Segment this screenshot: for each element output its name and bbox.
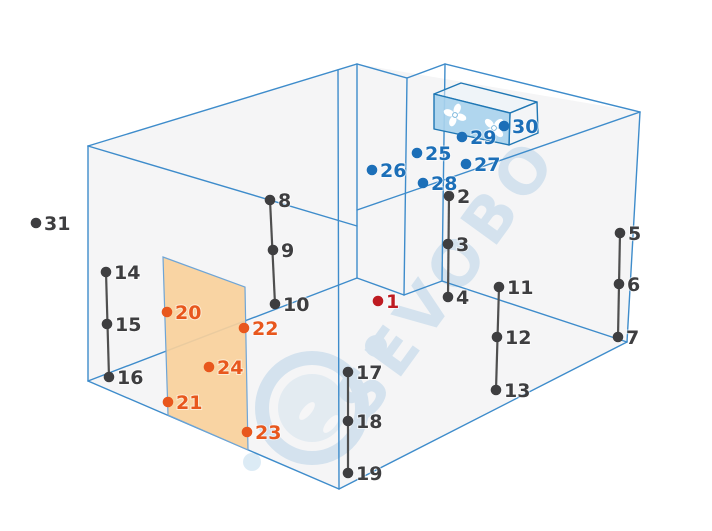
point-label-20: 20 xyxy=(175,302,201,324)
point-label-5: 5 xyxy=(628,223,641,245)
point-2 xyxy=(443,190,455,202)
point-label-22: 22 xyxy=(252,318,278,340)
point-19 xyxy=(342,467,354,479)
point-10 xyxy=(269,298,281,310)
point-1 xyxy=(372,295,384,307)
point-label-18: 18 xyxy=(356,411,382,433)
point-29 xyxy=(456,131,468,143)
point-26 xyxy=(366,164,378,176)
point-label-14: 14 xyxy=(114,262,140,284)
point-label-26: 26 xyxy=(380,160,406,182)
point-label-1: 1 xyxy=(386,291,399,313)
point-30 xyxy=(498,120,510,132)
point-9 xyxy=(267,244,279,256)
point-17 xyxy=(342,366,354,378)
watermark-robot-logo xyxy=(243,335,387,471)
ac-unit xyxy=(433,82,539,146)
point-label-25: 25 xyxy=(425,143,451,165)
point-label-28: 28 xyxy=(431,173,457,195)
point-label-19: 19 xyxy=(356,463,382,485)
point-label-9: 9 xyxy=(281,240,294,262)
point-5 xyxy=(614,227,626,239)
point-8 xyxy=(264,194,276,206)
point-label-23: 23 xyxy=(255,422,281,444)
point-label-16: 16 xyxy=(117,367,143,389)
point-18 xyxy=(342,415,354,427)
point-15 xyxy=(101,318,113,330)
point-label-30: 30 xyxy=(512,116,538,138)
point-21 xyxy=(162,396,174,408)
point-7 xyxy=(612,331,624,343)
point-label-7: 7 xyxy=(626,327,639,349)
point-12 xyxy=(491,331,503,343)
point-16 xyxy=(103,371,115,383)
point-label-24: 24 xyxy=(217,357,243,379)
point-label-11: 11 xyxy=(507,277,533,299)
fan-icon xyxy=(484,118,504,138)
point-label-2: 2 xyxy=(457,186,470,208)
point-label-8: 8 xyxy=(278,190,291,212)
point-label-13: 13 xyxy=(504,380,530,402)
point-label-4: 4 xyxy=(456,287,469,309)
point-23 xyxy=(241,426,253,438)
point-label-31: 31 xyxy=(44,213,70,235)
point-label-27: 27 xyxy=(474,154,500,176)
point-label-3: 3 xyxy=(456,234,469,256)
point-4 xyxy=(442,291,454,303)
point-25 xyxy=(411,147,423,159)
point-11 xyxy=(493,281,505,293)
point-22 xyxy=(238,322,250,334)
point-label-17: 17 xyxy=(356,362,382,384)
door-panel xyxy=(162,256,249,451)
point-24 xyxy=(203,361,215,373)
point-28 xyxy=(417,177,429,189)
point-label-12: 12 xyxy=(505,327,531,349)
fan-icon xyxy=(443,103,467,127)
point-label-6: 6 xyxy=(627,274,640,296)
point-label-29: 29 xyxy=(470,127,496,149)
point-31 xyxy=(30,217,42,229)
point-6 xyxy=(613,278,625,290)
point-label-15: 15 xyxy=(115,314,141,336)
point-13 xyxy=(490,384,502,396)
point-label-10: 10 xyxy=(283,294,309,316)
point-3 xyxy=(442,238,454,250)
point-14 xyxy=(100,266,112,278)
point-27 xyxy=(460,158,472,170)
point-label-21: 21 xyxy=(176,392,202,414)
point-20 xyxy=(161,306,173,318)
